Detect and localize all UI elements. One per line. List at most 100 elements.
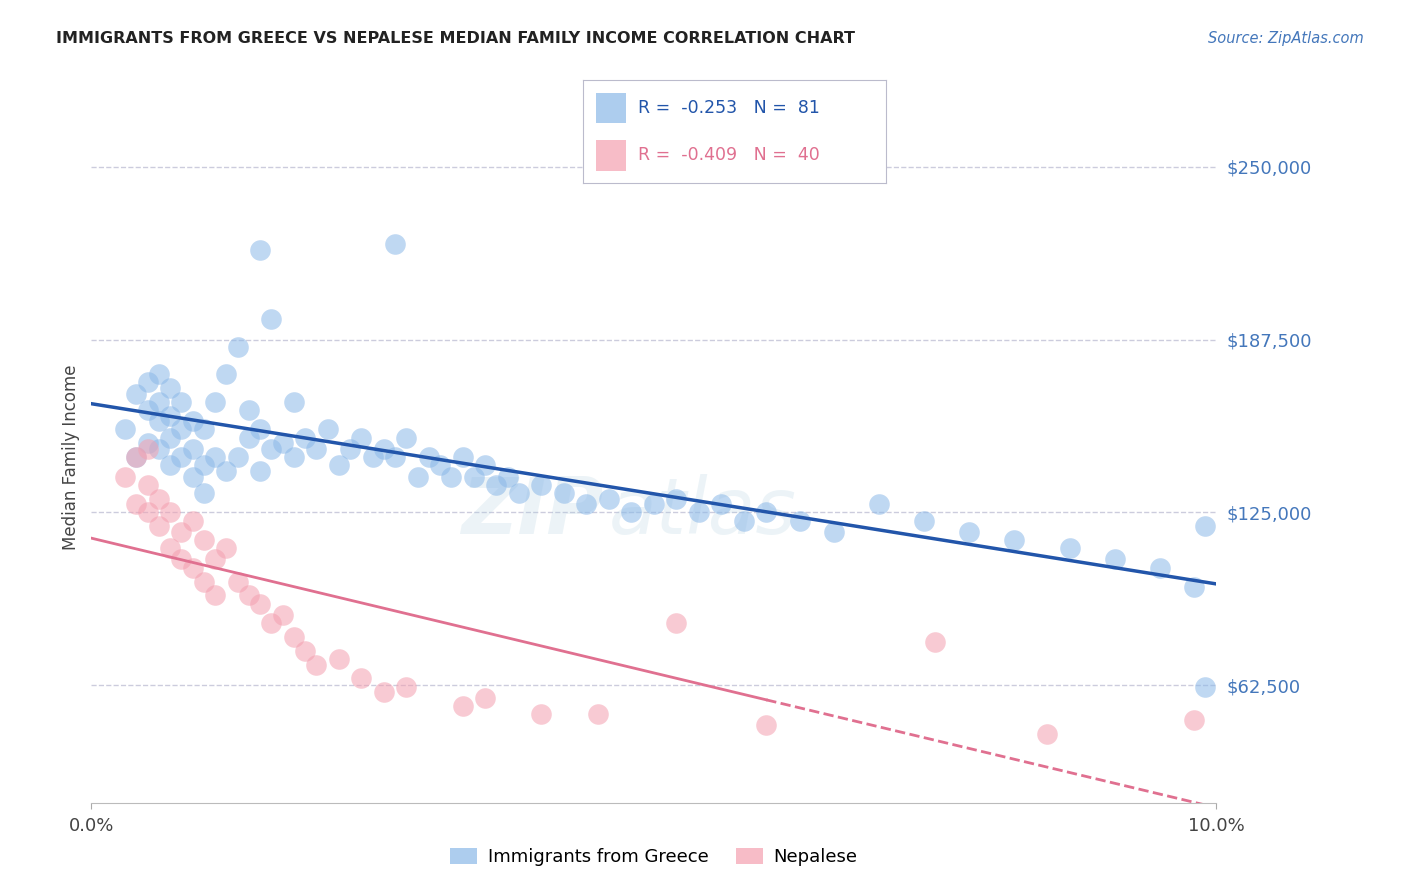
Point xyxy=(643,497,665,511)
Point xyxy=(249,597,271,611)
Point xyxy=(193,574,215,589)
Point xyxy=(271,607,294,622)
Point xyxy=(193,423,215,437)
Point xyxy=(283,450,305,465)
Point xyxy=(249,423,271,437)
Point xyxy=(733,514,755,528)
Point xyxy=(924,635,946,649)
Point xyxy=(384,237,406,252)
Point xyxy=(1149,561,1171,575)
Point xyxy=(159,381,181,395)
Point xyxy=(283,395,305,409)
Point xyxy=(1182,713,1205,727)
Point xyxy=(1182,580,1205,594)
Point xyxy=(181,414,204,428)
Point xyxy=(665,615,688,630)
Point xyxy=(451,699,474,714)
Point xyxy=(688,505,710,519)
Point xyxy=(294,644,316,658)
Point xyxy=(159,541,181,556)
Text: atlas: atlas xyxy=(609,475,797,550)
Point xyxy=(440,469,463,483)
Text: R =  -0.409   N =  40: R = -0.409 N = 40 xyxy=(638,146,820,164)
Point xyxy=(148,491,170,506)
Point xyxy=(170,524,193,539)
Point xyxy=(361,450,384,465)
Point xyxy=(170,423,193,437)
Point xyxy=(125,386,148,401)
Point xyxy=(1194,519,1216,533)
Point xyxy=(339,442,361,456)
Point xyxy=(159,505,181,519)
Point xyxy=(181,561,204,575)
Point xyxy=(868,497,890,511)
Point xyxy=(260,442,283,456)
Point xyxy=(170,450,193,465)
Text: ZIP: ZIP xyxy=(461,475,603,550)
Point xyxy=(238,431,260,445)
Point xyxy=(181,469,204,483)
Point xyxy=(620,505,643,519)
Point xyxy=(418,450,440,465)
Point xyxy=(159,431,181,445)
Point xyxy=(204,395,226,409)
Point xyxy=(215,368,238,382)
Point xyxy=(148,442,170,456)
Point xyxy=(373,685,395,699)
Point xyxy=(755,505,778,519)
Point xyxy=(789,514,811,528)
Point xyxy=(170,395,193,409)
Point xyxy=(474,690,496,705)
Point xyxy=(181,442,204,456)
Point xyxy=(148,414,170,428)
Point xyxy=(148,368,170,382)
Point xyxy=(249,243,271,257)
Point xyxy=(586,707,609,722)
Point xyxy=(429,458,451,473)
Point xyxy=(193,458,215,473)
Point xyxy=(328,652,350,666)
Point xyxy=(373,442,395,456)
Point xyxy=(125,450,148,465)
Point xyxy=(395,680,418,694)
Point xyxy=(238,403,260,417)
Point xyxy=(114,423,136,437)
Point xyxy=(136,505,159,519)
Point xyxy=(193,533,215,548)
Point xyxy=(114,469,136,483)
Point xyxy=(395,431,418,445)
Point xyxy=(1194,680,1216,694)
Point xyxy=(1104,552,1126,566)
Point xyxy=(204,450,226,465)
Point xyxy=(350,671,373,685)
Point xyxy=(215,541,238,556)
Point xyxy=(148,519,170,533)
Point xyxy=(260,312,283,326)
Point xyxy=(957,524,980,539)
Point xyxy=(912,514,935,528)
Point xyxy=(530,707,553,722)
Point xyxy=(136,478,159,492)
Point xyxy=(125,450,148,465)
Point xyxy=(474,458,496,473)
Point xyxy=(249,464,271,478)
Point xyxy=(553,486,575,500)
Legend: Immigrants from Greece, Nepalese: Immigrants from Greece, Nepalese xyxy=(443,840,865,873)
Point xyxy=(226,340,249,354)
Point xyxy=(170,552,193,566)
Point xyxy=(215,464,238,478)
Point xyxy=(136,436,159,450)
Point xyxy=(305,657,328,672)
Point xyxy=(496,469,519,483)
Point xyxy=(598,491,620,506)
Point xyxy=(530,478,553,492)
Point xyxy=(665,491,688,506)
Point xyxy=(226,574,249,589)
Bar xyxy=(596,93,626,123)
Point xyxy=(1036,726,1059,740)
Point xyxy=(328,458,350,473)
Point xyxy=(451,450,474,465)
Point xyxy=(271,436,294,450)
Bar xyxy=(596,140,626,170)
Point xyxy=(136,376,159,390)
